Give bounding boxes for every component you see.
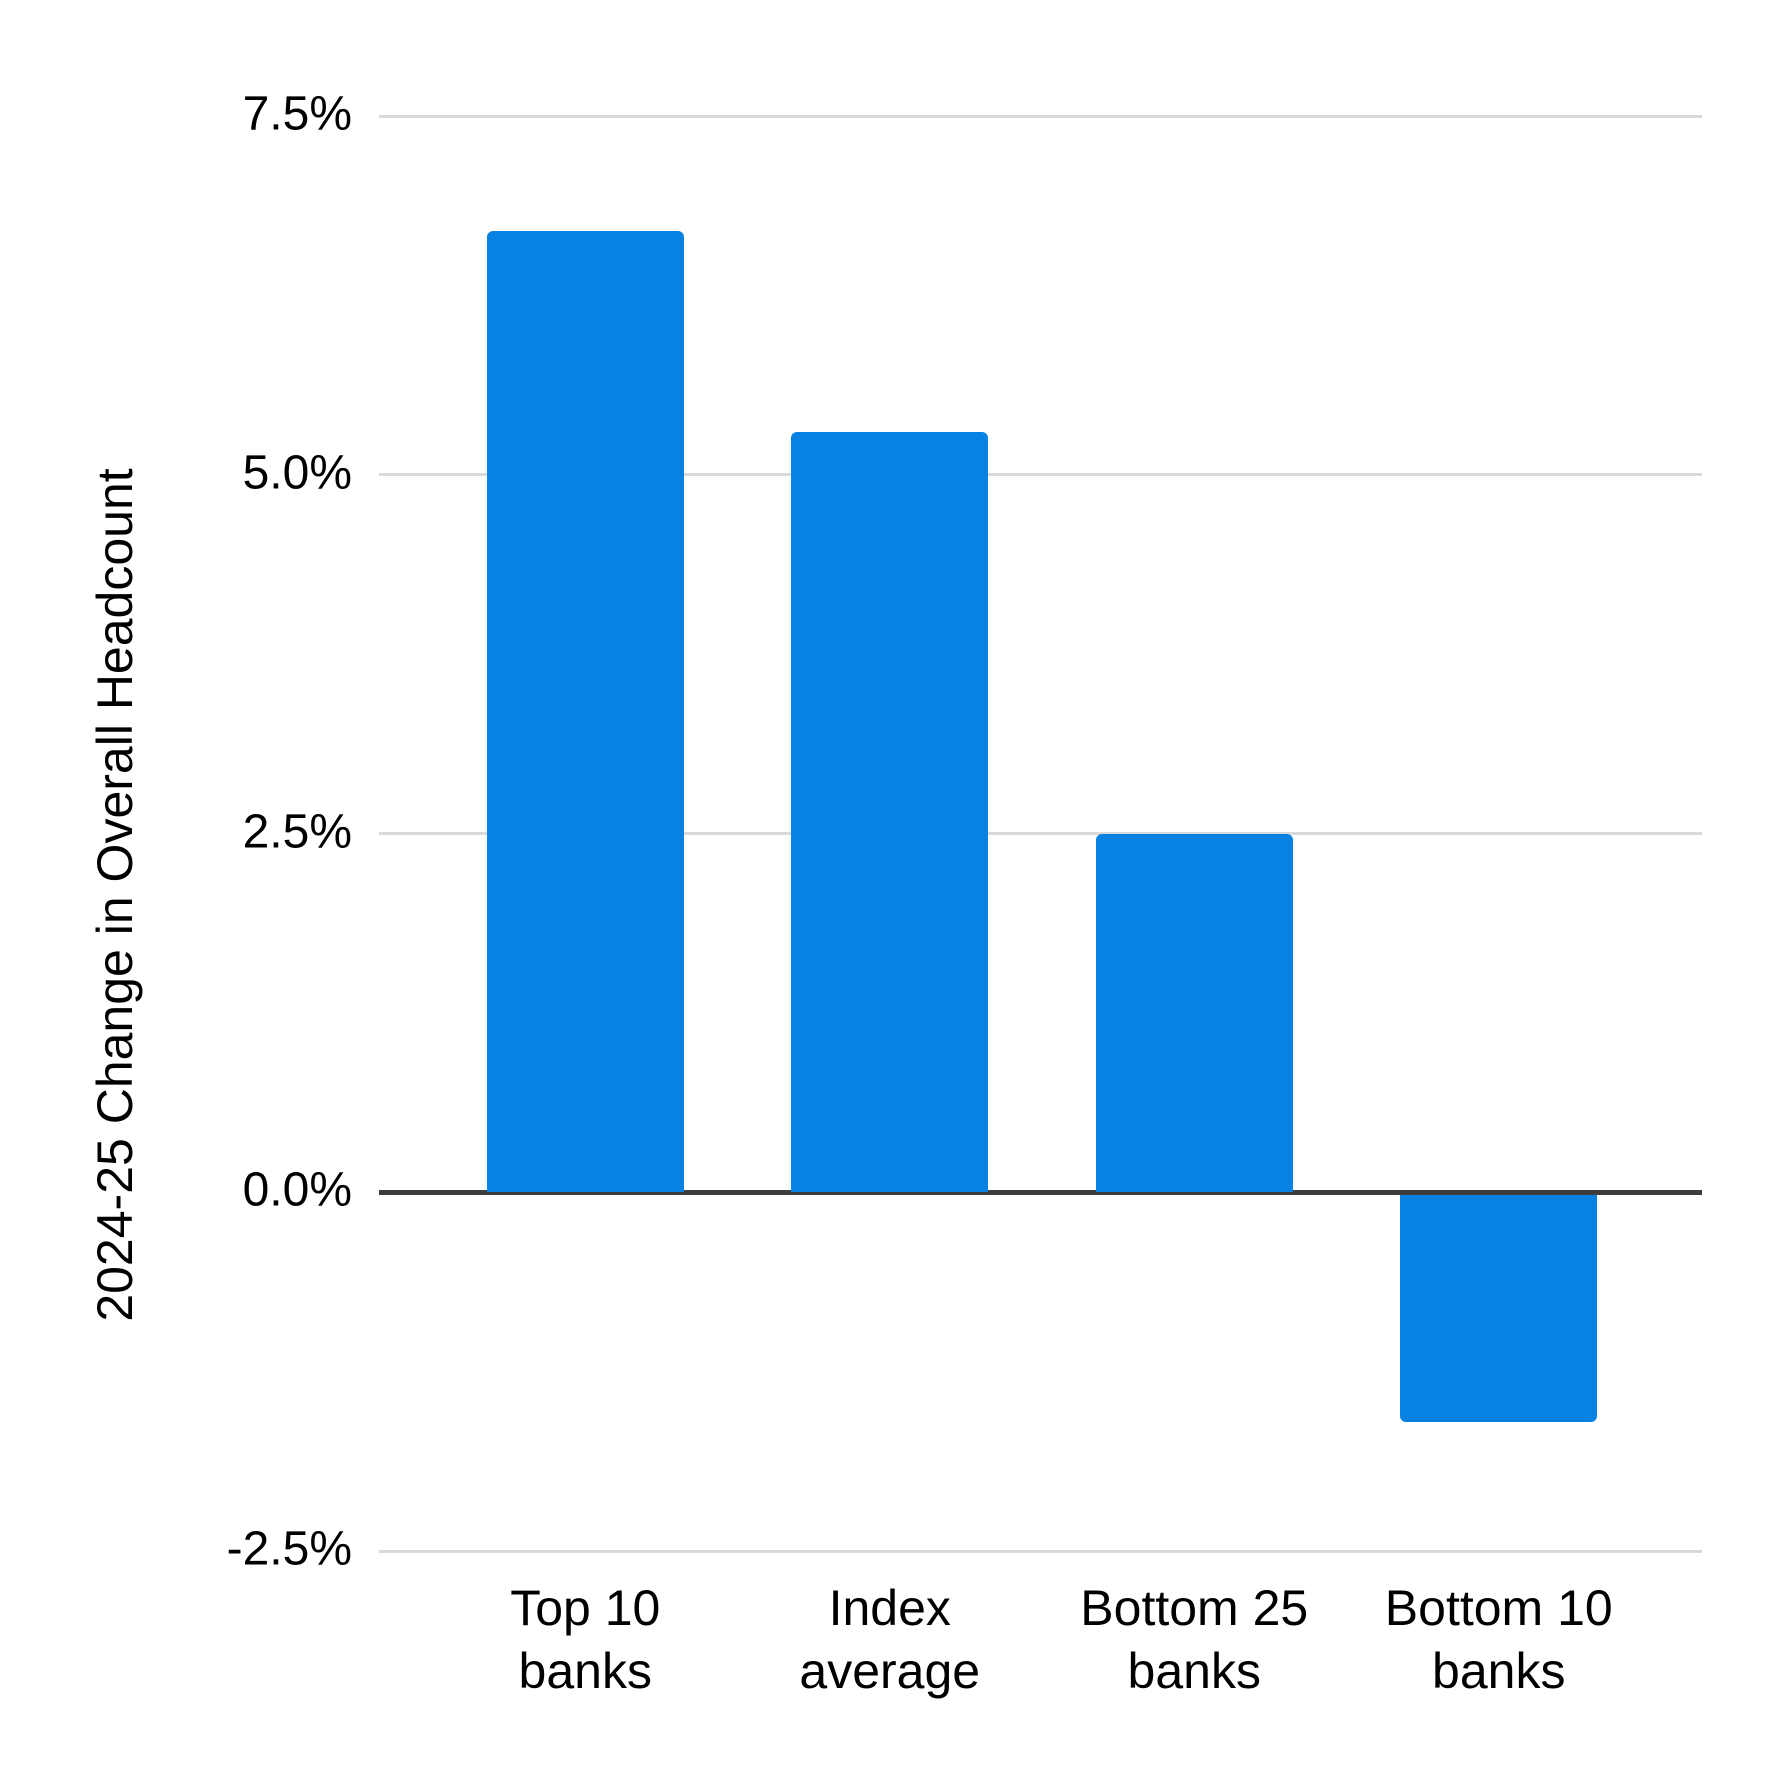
gridline	[379, 114, 1702, 118]
gridline	[379, 832, 1702, 835]
bar-index-average	[791, 431, 989, 1193]
bar-bottom-25-banks	[1095, 833, 1293, 1193]
bar-top-10-banks	[486, 230, 684, 1193]
gridline	[379, 473, 1702, 477]
y-tick-label: 2.5%	[242, 804, 352, 858]
gridline	[379, 1549, 1702, 1553]
y-tick-label: 5.0%	[242, 446, 352, 500]
x-category-label-bottom-25-banks: Bottom 25 banks	[1080, 1580, 1309, 1699]
y-tick-label: 0.0%	[242, 1163, 352, 1217]
bar-bottom-10-banks	[1400, 1194, 1598, 1422]
y-tick-label: 7.5%	[242, 87, 352, 141]
x-category-label-top-10-banks: Top 10 banks	[510, 1580, 661, 1699]
x-category-label-bottom-10-banks: Bottom 10 banks	[1384, 1580, 1613, 1699]
y-tick-label: -2.5%	[226, 1522, 352, 1576]
zero-axis-line	[379, 1189, 1702, 1195]
x-category-label-index-average: Index average	[799, 1580, 981, 1699]
